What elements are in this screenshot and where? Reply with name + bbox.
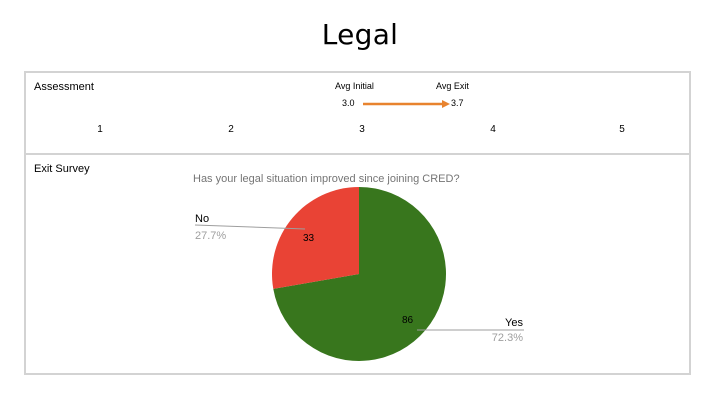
- leader-line-no: [194, 224, 306, 230]
- avg-exit-label: Avg Exit: [436, 81, 469, 91]
- pie-label-no: No: [195, 213, 209, 225]
- pie-slice-yes: [273, 187, 447, 361]
- avg-exit-value: 3.7: [451, 98, 464, 108]
- pie-label-yes: Yes: [505, 317, 523, 329]
- pie-value-yes: 86: [402, 315, 414, 326]
- assessment-label: Assessment: [34, 81, 94, 93]
- scale-4: 4: [490, 124, 496, 135]
- pie-chart: 33 86 No 27.7% Yes 72.3%: [194, 187, 524, 361]
- content-panel: Assessment Avg Initial Avg Exit 3.0 3.7 …: [24, 71, 691, 375]
- scale-1: 1: [97, 124, 103, 135]
- avg-initial-value: 3.0: [342, 98, 355, 108]
- pie-slice-no: [272, 187, 359, 289]
- scale-5: 5: [619, 124, 625, 135]
- slide-title: Legal: [321, 18, 399, 51]
- arrow-head: [442, 100, 450, 108]
- exit-survey-label: Exit Survey: [34, 163, 90, 175]
- pie-percent-yes: 72.3%: [492, 332, 523, 344]
- scale-2: 2: [228, 124, 234, 135]
- pie-percent-no: 27.7%: [195, 230, 226, 242]
- scale-3: 3: [359, 124, 365, 135]
- avg-initial-label: Avg Initial: [335, 81, 374, 91]
- pie-value-no: 33: [303, 233, 315, 244]
- avg-arrow: [363, 100, 450, 108]
- panel-divider: [26, 153, 689, 155]
- chart-title: Has your legal situation improved since …: [193, 173, 460, 185]
